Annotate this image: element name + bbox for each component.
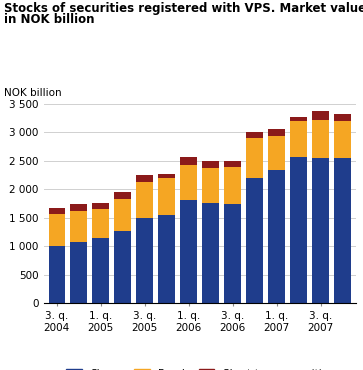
Bar xyxy=(114,199,131,231)
Bar xyxy=(49,246,65,303)
Bar xyxy=(93,238,109,303)
Bar xyxy=(180,165,197,199)
Bar xyxy=(268,135,285,171)
Bar xyxy=(246,138,263,178)
Bar xyxy=(136,218,153,303)
Text: NOK billion: NOK billion xyxy=(4,88,61,98)
Bar xyxy=(290,157,307,303)
Text: Stocks of securities registered with VPS. Market values: Stocks of securities registered with VPS… xyxy=(4,2,363,15)
Legend: Shares, Bonds, Short-term securities: Shares, Bonds, Short-term securities xyxy=(66,369,333,370)
Bar xyxy=(180,199,197,303)
Bar xyxy=(224,204,241,303)
Bar xyxy=(203,203,219,303)
Bar xyxy=(224,167,241,204)
Bar xyxy=(268,129,285,135)
Bar xyxy=(93,209,109,238)
Bar xyxy=(312,120,329,158)
Bar xyxy=(290,117,307,121)
Bar xyxy=(93,203,109,209)
Bar xyxy=(70,242,87,303)
Bar xyxy=(158,178,175,215)
Bar xyxy=(246,178,263,303)
Bar xyxy=(203,168,219,203)
Bar xyxy=(334,158,351,303)
Bar xyxy=(114,231,131,303)
Bar xyxy=(136,175,153,182)
Text: in NOK billion: in NOK billion xyxy=(4,13,94,26)
Bar xyxy=(268,171,285,303)
Bar xyxy=(203,161,219,168)
Bar xyxy=(180,157,197,165)
Bar xyxy=(70,211,87,242)
Bar xyxy=(49,208,65,214)
Bar xyxy=(334,121,351,158)
Bar xyxy=(312,111,329,120)
Bar xyxy=(312,158,329,303)
Bar xyxy=(49,214,65,246)
Bar xyxy=(70,204,87,211)
Bar xyxy=(114,192,131,199)
Bar xyxy=(246,132,263,138)
Bar xyxy=(334,114,351,121)
Bar xyxy=(290,121,307,157)
Bar xyxy=(224,161,241,167)
Bar xyxy=(136,182,153,218)
Bar xyxy=(158,215,175,303)
Bar xyxy=(158,174,175,178)
